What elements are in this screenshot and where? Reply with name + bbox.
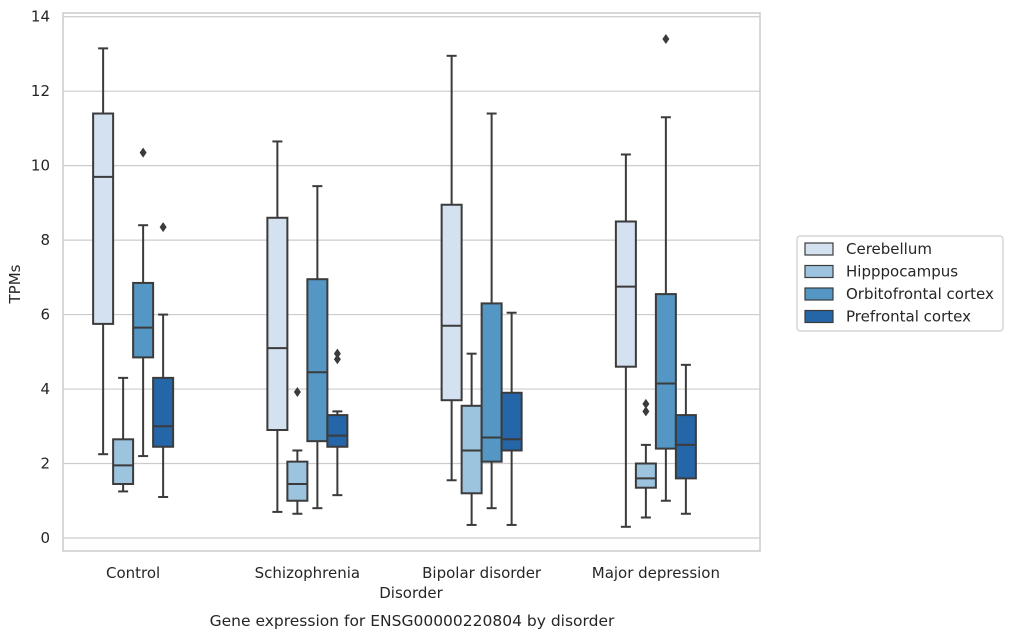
- y-tick-label: 6: [40, 306, 50, 324]
- x-tick-label: Bipolar disorder: [422, 564, 542, 582]
- box-body: [132, 281, 155, 359]
- plot-area: [63, 13, 760, 551]
- x-tick-label: Major depression: [592, 564, 720, 582]
- legend-label: Hipppocampus: [846, 263, 958, 281]
- outlier-point: [333, 354, 341, 365]
- box-0-1: [266, 140, 289, 513]
- x-tick-label: Schizophrenia: [255, 564, 360, 582]
- legend: Cerebellum Hipppocampus Orbitofrontal cort…: [796, 235, 1004, 332]
- box-body: [480, 302, 503, 463]
- legend-swatch: [804, 309, 834, 324]
- legend-swatch: [804, 242, 834, 256]
- box-body: [152, 376, 175, 448]
- box-3-2: [500, 311, 523, 526]
- x-axis-label: Disorder: [379, 584, 443, 602]
- y-tick-label: 10: [31, 157, 50, 175]
- y-tick-labels: 0 2 4 6 8 10 12 14: [31, 8, 50, 547]
- box-body: [674, 414, 697, 480]
- box-2-1: [306, 185, 329, 510]
- box-body: [634, 462, 657, 489]
- box-2-3: [654, 34, 677, 502]
- y-tick-label: 8: [40, 231, 50, 249]
- box-body: [92, 112, 115, 325]
- x-tick-labels: Control Schizophrenia Bipolar disorder Majo…: [106, 564, 720, 582]
- outlier-point: [662, 34, 670, 45]
- figure-caption: Gene expression for ENSG00000220804 by d…: [210, 612, 615, 630]
- box-1-1: [286, 387, 309, 515]
- y-tick-label: 12: [31, 82, 50, 100]
- box-body: [654, 293, 677, 450]
- plot-frame: [62, 12, 761, 552]
- box-body: [306, 278, 329, 443]
- box-body: [286, 460, 309, 502]
- box-body: [614, 220, 637, 368]
- box-0-0: [92, 47, 115, 456]
- outlier-point: [293, 387, 301, 398]
- box-0-3: [614, 153, 637, 528]
- outlier-point: [642, 398, 650, 409]
- legend-label: Orbitofrontal cortex: [846, 285, 994, 303]
- legend-label: Prefrontal cortex: [846, 308, 971, 326]
- y-tick-label: 14: [31, 8, 50, 26]
- box-body: [326, 414, 349, 448]
- legend-label: Cerebellum: [846, 240, 932, 258]
- box-body: [112, 438, 135, 485]
- y-tick-label: 0: [40, 529, 50, 547]
- outlier-point: [139, 147, 147, 158]
- y-tick-label: 4: [40, 380, 50, 398]
- box-body: [440, 203, 463, 402]
- outlier-point: [642, 406, 650, 417]
- legend-swatch: [804, 287, 834, 301]
- box-1-0: [112, 376, 135, 493]
- box-3-0: [152, 222, 175, 499]
- y-axis-label: TPMs: [6, 264, 24, 304]
- box-2-2: [480, 112, 503, 510]
- box-0-2: [440, 54, 463, 482]
- y-tick-label: 2: [40, 455, 50, 473]
- box-body: [500, 391, 523, 452]
- box-1-3: [634, 398, 657, 519]
- outlier-point: [333, 348, 341, 359]
- box-plots: [92, 34, 697, 528]
- legend-swatch: [804, 264, 834, 279]
- box-2-0: [132, 147, 155, 458]
- x-tick-label: Control: [106, 564, 160, 582]
- box-3-3: [674, 363, 697, 515]
- box-body: [266, 216, 289, 431]
- grid-lines: [63, 16, 760, 539]
- box-3-1: [326, 348, 349, 497]
- legend-frame: [796, 235, 1004, 332]
- outlier-point: [159, 222, 167, 233]
